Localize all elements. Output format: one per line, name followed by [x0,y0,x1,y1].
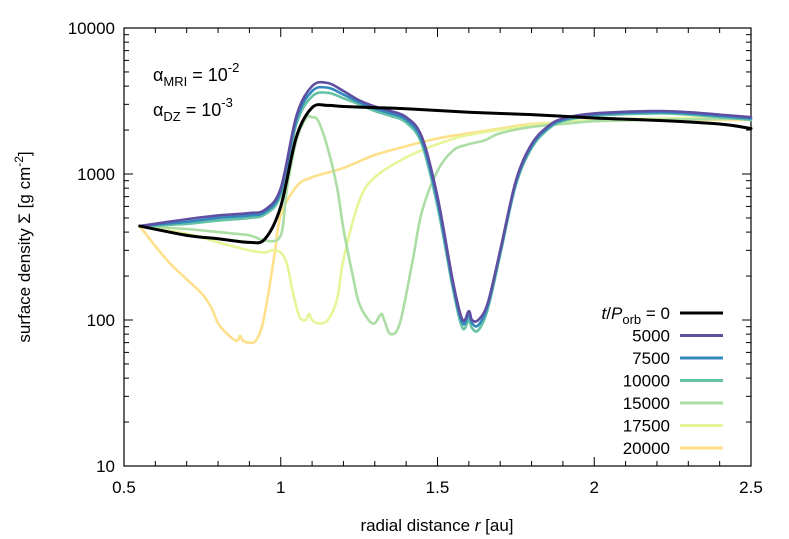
legend: t/Porb = 0 5000 7500 10000 15000 17500 20000 [602,304,723,458]
x-axis-title-part: radial distance [360,516,474,535]
y-tick-label: 1000 [77,165,115,184]
legend-items: 5000 7500 10000 15000 17500 20000 [623,311,723,458]
y-axis-title-close: ] [15,151,34,156]
x-tick-label: 1.5 [426,478,450,497]
alpha-dz-exponent: -3 [221,95,233,110]
legend-title-value: = 0 [641,304,670,323]
x-tick-label: 2.5 [739,478,763,497]
alpha-mri-exponent: -2 [228,60,240,75]
legend-title-subscript: orb [622,312,641,327]
legend-title-slash: / [606,304,611,323]
alpha-dz-annotation: αDZ = 10-3 [153,95,233,124]
x-axis-title-variable: r [475,516,482,535]
legend-label: 10000 [623,372,670,391]
x-axis-ticks: 0.5 1 1.5 2 2.5 [112,28,763,497]
series-line-7500 [138,85,753,328]
y-axis-title-part: surface density Σ [g cm [15,167,34,343]
x-axis-title: radial distance r [au] [360,516,513,535]
plot-area: 0.5 1 1.5 2 2.5 10 100 1000 10000 [68,19,763,497]
x-tick-label: 2 [590,478,599,497]
legend-label: 7500 [632,349,670,368]
legend-label: 17500 [623,417,670,436]
alpha-mri-annotation: αMRI = 10-2 [153,60,239,89]
legend-label: 5000 [632,327,670,346]
alpha-mri-subscript: MRI [163,74,187,89]
series-line-17500 [138,115,753,325]
x-axis-title-unit: [au] [480,516,513,535]
series-lines [138,80,753,345]
x-tick-label: 0.5 [112,478,136,497]
legend-title-t: t [602,304,608,323]
legend-label: 15000 [623,394,670,413]
y-axis-ticks: 10 100 1000 10000 [68,19,751,476]
alpha-dz-value: = 10 [181,100,222,120]
y-tick-label: 100 [87,311,115,330]
alpha-dz-symbol: α [153,100,163,120]
alpha-mri-symbol: α [153,65,163,85]
legend-title-p: P [611,304,623,323]
y-axis-title-exponent: -2 [12,156,26,167]
series-line-0 [138,103,753,245]
alpha-mri-value: = 10 [187,65,228,85]
x-tick-label: 1 [276,478,285,497]
series-line-10000 [138,91,753,333]
alpha-dz-subscript: DZ [163,109,180,124]
series-line-5000 [138,80,753,323]
parameter-annotations: αMRI = 10-2 αDZ = 10-3 [153,60,239,124]
y-tick-label: 10 [96,457,115,476]
legend-label: 20000 [623,439,670,458]
legend-title: t/Porb = 0 [602,304,670,327]
series-line-15000 [138,114,753,336]
y-tick-label: 10000 [68,19,115,38]
y-axis-title: surface density Σ [g cm-2] [12,151,34,342]
